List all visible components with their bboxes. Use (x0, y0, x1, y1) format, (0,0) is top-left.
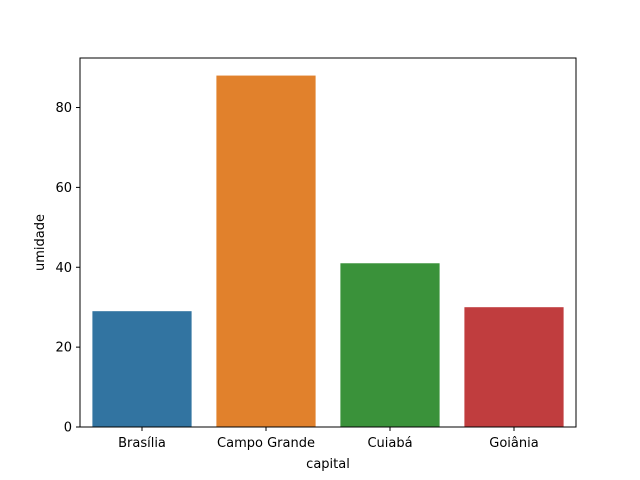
y-tick-label: 80 (55, 101, 72, 116)
bar-0 (92, 311, 192, 427)
bars-group (92, 75, 564, 428)
x-tick-label: Cuiabá (367, 436, 412, 451)
x-tick-label: Campo Grande (217, 436, 315, 451)
x-axis-label: capital (306, 457, 350, 472)
y-tick-label: 40 (55, 261, 72, 276)
x-tick-label: Goiânia (489, 436, 538, 451)
y-axis-label: umidade (33, 214, 48, 271)
x-tick-label: Brasília (118, 436, 166, 451)
bar-3 (464, 307, 564, 427)
y-tick-label: 0 (64, 421, 72, 436)
y-axis-ticks: 0 20 40 60 80 (55, 101, 80, 436)
plot-frame (79, 57, 577, 428)
y-tick-label: 60 (55, 181, 72, 196)
bar-1 (216, 75, 316, 428)
y-tick-label: 20 (55, 341, 72, 356)
x-axis-ticks: Brasília Campo Grande Cuiabá Goiânia (118, 427, 539, 451)
bar-2 (340, 263, 440, 427)
